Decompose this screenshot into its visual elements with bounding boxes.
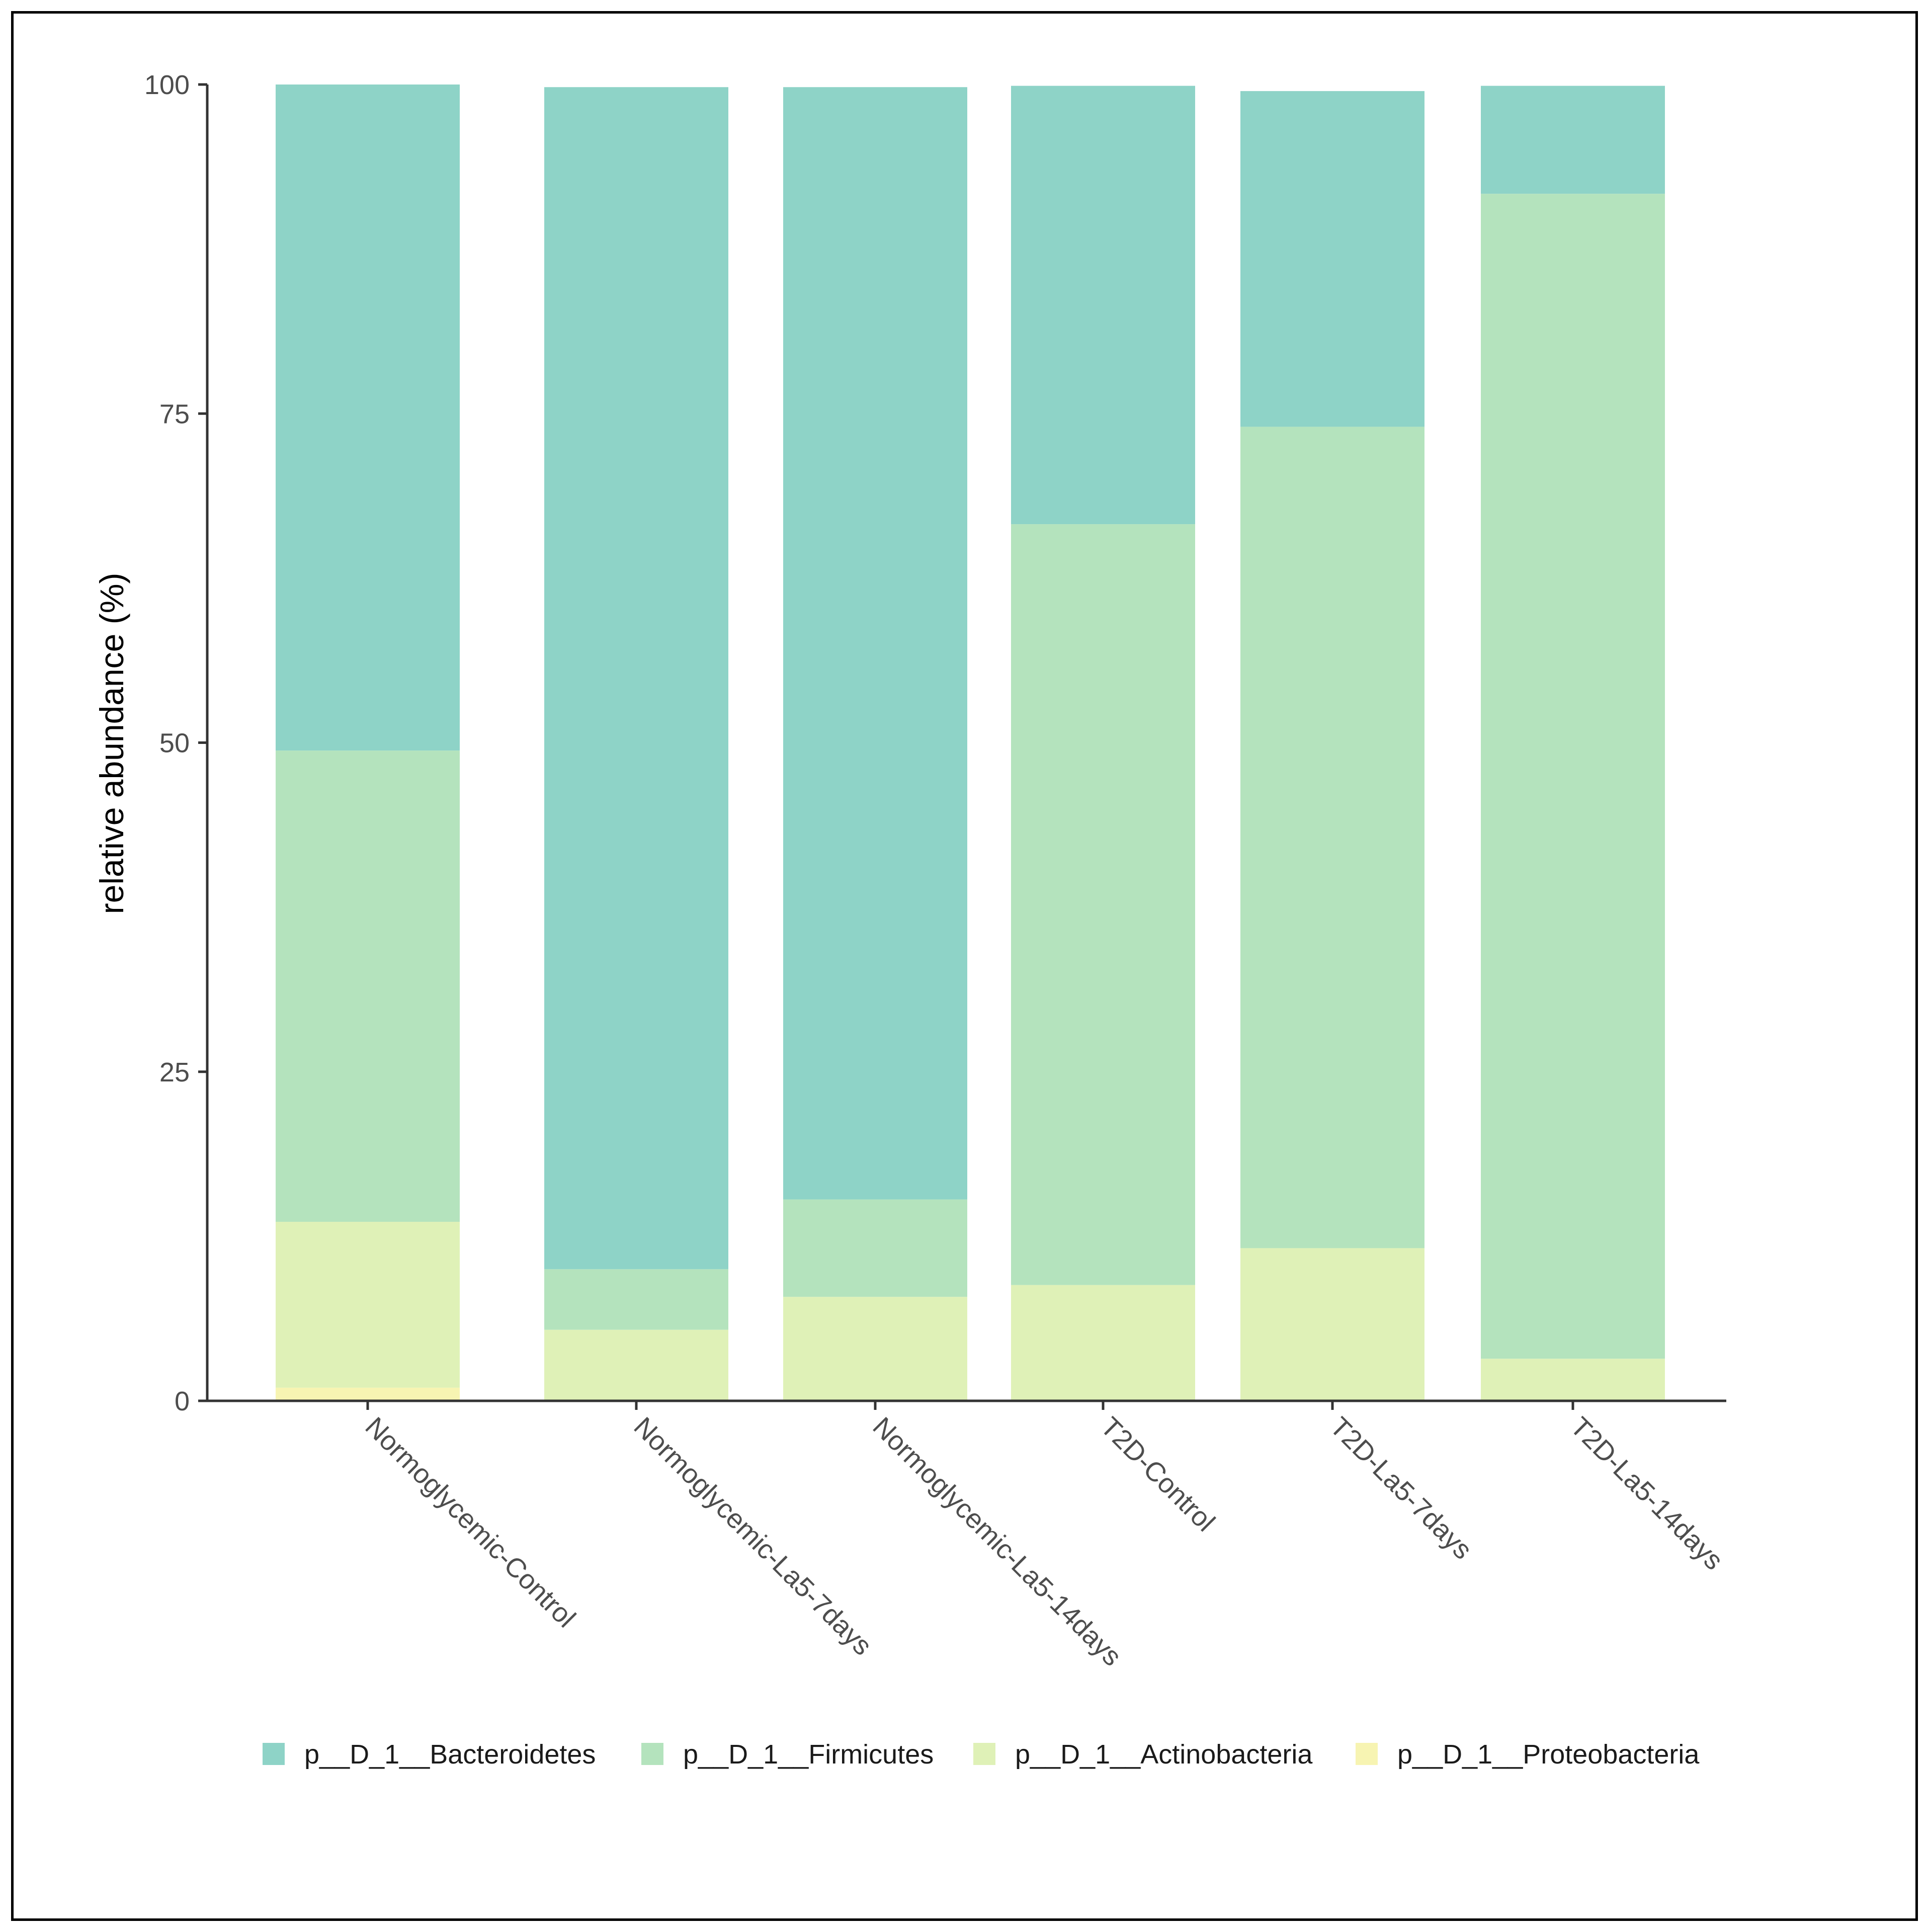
x-tick-label-normoglycemic-control: Normoglycemic-Control	[360, 1411, 581, 1633]
bars-layer	[276, 85, 1665, 1401]
legend-label-p-d-1-actinobacteria: p__D_1__Actinobacteria	[1015, 1739, 1313, 1770]
legend-label-p-d-1-bacteroidetes: p__D_1__Bacteroidetes	[304, 1739, 596, 1770]
legend-label-p-d-1-proteobacteria: p__D_1__Proteobacteria	[1397, 1739, 1700, 1770]
bar-segment-t2d-control-p-d-1-actinobacteria	[1011, 1285, 1195, 1401]
bar-segment-t2d-la5-14days-p-d-1-actinobacteria	[1481, 1359, 1665, 1401]
bar-segment-normoglycemic-la5-14days-p-d-1-firmicutes	[783, 1199, 967, 1297]
bar-segment-normoglycemic-control-p-d-1-actinobacteria	[276, 1222, 460, 1388]
bar-segment-t2d-la5-7days-p-d-1-bacteroidetes	[1240, 91, 1424, 427]
x-tick-label-normoglycemic-la5-14days: Normoglycemic-La5-14days	[867, 1411, 1128, 1672]
bar-segment-t2d-la5-7days-p-d-1-actinobacteria	[1240, 1248, 1424, 1401]
bar-segment-normoglycemic-la5-7days-p-d-1-firmicutes	[544, 1269, 728, 1330]
legend-swatch-p-d-1-firmicutes	[641, 1743, 663, 1765]
x-tick-label-t2d-la5-7days: T2D-La5-7days	[1324, 1411, 1478, 1565]
legend: p__D_1__Bacteroidetes p__D_1__Firmicutes p…	[263, 1739, 1700, 1770]
bar-segment-normoglycemic-la5-7days-p-d-1-actinobacteria	[544, 1329, 728, 1401]
y-tick-label: 0	[175, 1386, 190, 1416]
legend-swatch-p-d-1-bacteroidetes	[263, 1743, 285, 1765]
bar-segment-t2d-la5-14days-p-d-1-firmicutes	[1481, 194, 1665, 1359]
bar-segment-t2d-la5-7days-p-d-1-firmicutes	[1240, 427, 1424, 1248]
y-axis-title: relative abundance (%)	[93, 573, 130, 914]
x-tick-label-t2d-control: T2D-Control	[1095, 1411, 1221, 1537]
y-tick-label: 75	[159, 399, 190, 429]
bar-segment-normoglycemic-control-p-d-1-firmicutes	[276, 750, 460, 1222]
legend-swatch-p-d-1-actinobacteria	[973, 1743, 995, 1765]
bar-segment-normoglycemic-la5-14days-p-d-1-actinobacteria	[783, 1297, 967, 1401]
y-tick-label: 25	[159, 1057, 190, 1087]
y-tick-label: 100	[144, 70, 190, 100]
bar-segment-normoglycemic-control-p-d-1-proteobacteria	[276, 1387, 460, 1401]
bar-segment-normoglycemic-la5-14days-p-d-1-bacteroidetes	[783, 87, 967, 1200]
bar-segment-t2d-control-p-d-1-firmicutes	[1011, 524, 1195, 1285]
y-tick-label: 50	[159, 728, 190, 759]
x-tick-label-normoglycemic-la5-7days: Normoglycemic-La5-7days	[628, 1411, 878, 1661]
legend-label-p-d-1-firmicutes: p__D_1__Firmicutes	[683, 1739, 934, 1770]
bar-segment-t2d-control-p-d-1-bacteroidetes	[1011, 86, 1195, 525]
bar-segment-normoglycemic-la5-7days-p-d-1-bacteroidetes	[544, 87, 728, 1270]
x-tick-label-t2d-la5-14days: T2D-La5-14days	[1565, 1411, 1729, 1576]
y-ticks: 0 25 50 75 100	[144, 70, 207, 1416]
bar-segment-t2d-la5-14days-p-d-1-bacteroidetes	[1481, 86, 1665, 194]
bar-segment-normoglycemic-control-p-d-1-bacteroidetes	[276, 85, 460, 751]
x-ticks: Normoglycemic-Control Normoglycemic-La5-7…	[360, 1401, 1729, 1672]
legend-swatch-p-d-1-proteobacteria	[1356, 1743, 1378, 1765]
